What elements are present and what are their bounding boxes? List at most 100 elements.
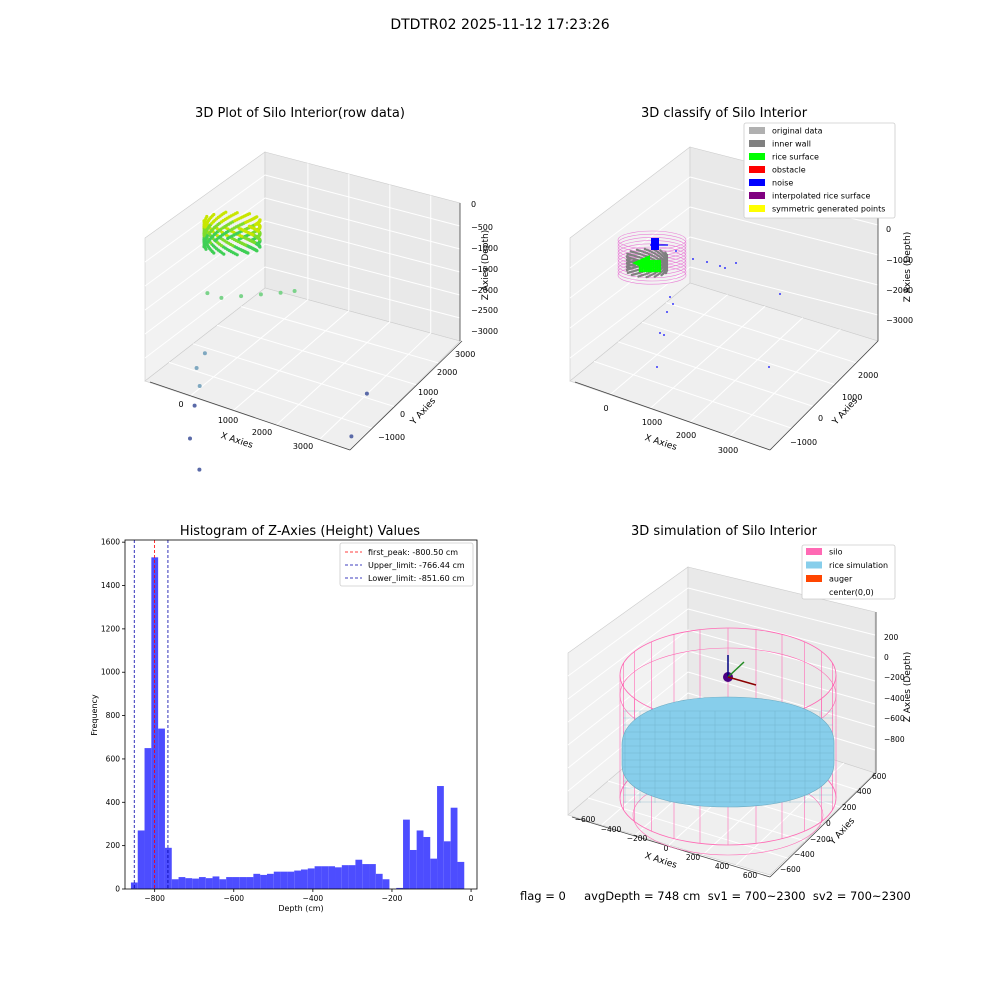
x-axis-label: X Axies bbox=[219, 431, 254, 451]
z-tick-label: −500 bbox=[471, 223, 493, 232]
legend-swatch bbox=[749, 166, 765, 173]
y-tick-label: 1400 bbox=[101, 581, 120, 590]
x-axis-line bbox=[574, 381, 771, 451]
y-tick-label: 2000 bbox=[858, 371, 878, 380]
z-tick-label: 200 bbox=[884, 633, 899, 642]
histogram-bar bbox=[205, 878, 213, 889]
y-tick-label: 2000 bbox=[437, 368, 457, 377]
histogram-bar bbox=[171, 879, 179, 889]
legend-label: interpolated rice surface bbox=[772, 192, 870, 201]
legend-label: Upper_limit: -766.44 cm bbox=[368, 561, 465, 570]
inner-wall-point bbox=[643, 247, 647, 251]
figure-title: DTDTR02 2025-11-12 17:23:26 bbox=[390, 17, 610, 33]
x-tick-label: 1000 bbox=[218, 416, 238, 425]
y-tick-label: −200 bbox=[810, 835, 831, 844]
cloud-point bbox=[212, 212, 216, 217]
x-axis-label: Depth (cm) bbox=[278, 904, 323, 913]
inner-wall-point bbox=[660, 274, 663, 277]
status-line: flag = 0 avgDepth = 748 cm sv1 = 700~230… bbox=[520, 889, 911, 903]
grid-line bbox=[144, 266, 266, 359]
y-tick-label: 400 bbox=[857, 787, 872, 796]
legend: original data inner wall rice surface obsta… bbox=[743, 122, 896, 219]
histogram-bar bbox=[198, 877, 206, 889]
simulation-3d-plot: 3D simulation of Silo Interior −600 −400 −2… bbox=[567, 524, 913, 880]
noise-point bbox=[706, 261, 708, 263]
legend-label: rice surface bbox=[772, 153, 819, 162]
rice-simulation bbox=[621, 696, 835, 808]
grid-line bbox=[689, 266, 879, 316]
histogram-bar bbox=[137, 830, 145, 889]
grid-line bbox=[275, 321, 391, 426]
rice-surface-point bbox=[649, 269, 653, 273]
grid-line bbox=[567, 671, 689, 769]
histogram-bar bbox=[335, 867, 342, 889]
y-axis-label: Y Axies bbox=[827, 816, 857, 848]
legend-frame bbox=[339, 542, 474, 587]
legend-label: original data bbox=[772, 127, 823, 136]
grid-line bbox=[687, 629, 876, 682]
legend-swatch bbox=[749, 140, 765, 147]
y-tick-label: 1000 bbox=[842, 393, 862, 402]
grid-line bbox=[689, 317, 804, 423]
rice-surface-point bbox=[651, 267, 655, 271]
histogram-bar bbox=[280, 871, 288, 889]
depth-histogram: Histogram of Z-Axies (Height) Values −800… bbox=[90, 524, 478, 913]
grid-line bbox=[687, 650, 876, 705]
z-tick-label: −2500 bbox=[471, 306, 498, 315]
rice-surface-point bbox=[638, 269, 642, 273]
grid-line bbox=[240, 306, 439, 364]
y-tick-label: −400 bbox=[794, 850, 815, 859]
rice-surface-point bbox=[651, 269, 655, 273]
rice-surface-point bbox=[658, 265, 662, 269]
rice-surface-point bbox=[656, 269, 659, 273]
histogram-bar bbox=[403, 819, 410, 889]
noise-cluster bbox=[651, 238, 659, 250]
histogram-bar bbox=[430, 858, 438, 889]
histogram-bar bbox=[266, 873, 274, 889]
z-axis-label: Z Axies (Depth) bbox=[903, 232, 913, 303]
z-tick-label: −400 bbox=[884, 694, 905, 703]
grid-line bbox=[192, 343, 395, 407]
y-tick-label: 0 bbox=[400, 410, 405, 419]
rice-surface-point bbox=[643, 269, 646, 273]
legend-label: first_peak: -800.50 cm bbox=[368, 548, 458, 557]
grid-line bbox=[189, 299, 309, 397]
legend-frame bbox=[801, 544, 896, 600]
legend-label: center(0,0) bbox=[829, 588, 874, 597]
rice-surface-point bbox=[651, 263, 655, 267]
noise-point bbox=[666, 311, 668, 313]
cloud-point bbox=[256, 222, 260, 226]
data-point bbox=[364, 391, 369, 396]
y-axis-label: Frequency bbox=[90, 694, 99, 736]
x-tick-label: −200 bbox=[627, 834, 648, 843]
chart-title: 3D classify of Silo Interior bbox=[641, 106, 808, 121]
grid-line bbox=[617, 341, 814, 407]
rice-surface-point bbox=[649, 261, 653, 265]
rice-surface-point bbox=[649, 265, 653, 269]
bars bbox=[130, 557, 465, 889]
z-axis-label: Z Axies (Depth) bbox=[903, 652, 913, 723]
grid-line bbox=[689, 236, 879, 286]
data-point bbox=[192, 403, 197, 408]
legend-label: rice simulation bbox=[829, 561, 888, 570]
z-tick-label: −1000 bbox=[886, 256, 913, 265]
rice-surface-point bbox=[656, 263, 659, 267]
noise-point bbox=[692, 258, 694, 260]
grid-line bbox=[567, 587, 689, 677]
histogram-bar bbox=[185, 878, 193, 889]
chart-title: Histogram of Z-Axies (Height) Values bbox=[180, 524, 420, 539]
histogram-bar bbox=[178, 877, 186, 889]
y-tick-label: −1000 bbox=[378, 433, 405, 442]
noise-point bbox=[669, 296, 671, 298]
rice-surface-point bbox=[645, 269, 648, 273]
z-tick-label: −3000 bbox=[471, 327, 498, 336]
z-tick-label: −600 bbox=[884, 714, 905, 723]
x-tick-label: 0 bbox=[178, 400, 183, 409]
y-axis-line bbox=[769, 340, 879, 451]
histogram-bar bbox=[443, 841, 451, 889]
y-tick-label: 1000 bbox=[418, 388, 438, 397]
histogram-bar bbox=[423, 836, 431, 889]
rice-surface-point bbox=[654, 269, 657, 273]
legend-frame bbox=[743, 122, 896, 219]
